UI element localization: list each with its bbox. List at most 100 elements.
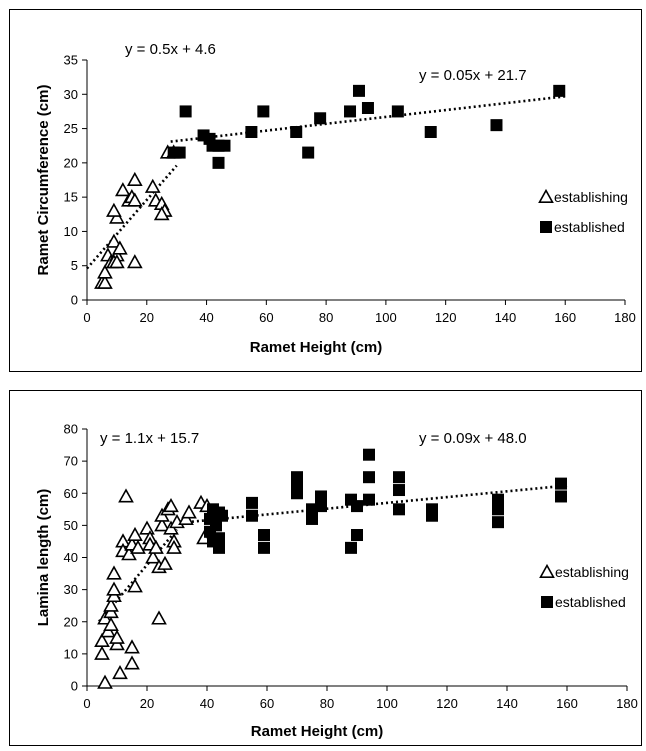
x-tick-label: 40 [200, 696, 214, 711]
data-point-establishing [106, 581, 122, 596]
y-tick-label: 20 [64, 155, 78, 170]
x-tick-label: 40 [199, 310, 213, 325]
y-tick-label: 0 [71, 679, 78, 694]
y-tick-label: 40 [64, 550, 78, 565]
data-point-establishing [139, 520, 155, 535]
data-point-established [315, 500, 327, 513]
data-point-established [424, 126, 437, 138]
data-point-establishing [145, 549, 161, 564]
y-tick-label: 30 [64, 87, 78, 102]
data-point-establishing [106, 233, 122, 248]
data-point-establishing [181, 504, 197, 519]
data-point-established [345, 541, 357, 554]
data-point-established [257, 105, 270, 118]
data-point-established [306, 512, 318, 525]
series-established [204, 448, 567, 554]
y-tick-label: 25 [64, 121, 78, 136]
y-axis-title: Lamina length (cm) [35, 489, 52, 627]
data-point-established [393, 471, 405, 484]
data-point-establishing [97, 274, 113, 289]
data-point-established [426, 509, 438, 522]
chart-panel-circumference: 0 5 10 15 20 25 30 35 0 20 40 60 80 100 120 140 160 180 Ra… [9, 9, 642, 372]
data-point-established [393, 484, 405, 497]
legend-marker-establishing [538, 188, 554, 203]
data-point-establishing [97, 674, 113, 689]
data-point-established [492, 516, 504, 529]
data-point-established [302, 146, 315, 159]
x-tick-label: 100 [375, 310, 397, 325]
y-tick-label: 30 [64, 582, 78, 597]
data-point-establishing [94, 632, 110, 648]
x-tick-label: 20 [140, 310, 154, 325]
y-tick-label: 0 [71, 293, 78, 308]
data-point-establishing [153, 206, 170, 221]
data-point-established [351, 529, 363, 542]
data-point-established [352, 84, 365, 97]
data-point-establishing [103, 597, 119, 612]
data-point-establishing [154, 517, 170, 532]
x-tick-label: 100 [376, 696, 398, 711]
data-point-established [490, 119, 503, 132]
data-point-established [246, 496, 258, 509]
y-tick-label: 10 [64, 224, 78, 239]
data-point-establishing [94, 645, 110, 660]
data-point-establishing [126, 192, 143, 207]
legend-label: established [554, 219, 625, 235]
legend-marker-established [541, 596, 553, 608]
lamina-chart: 0 10 20 30 40 50 60 70 80 0 20 40 60 80 100 120 140 160 18… [35, 422, 638, 741]
x-tick-label: 120 [436, 696, 458, 711]
x-tick-label: 60 [259, 310, 273, 325]
data-point-establishing [127, 578, 143, 593]
data-point-established [179, 105, 192, 118]
data-point-establishing [97, 264, 113, 279]
data-point-established [361, 102, 374, 114]
legend-label: establishing [554, 189, 628, 205]
data-point-establishing [126, 254, 143, 269]
x-tick-label: 160 [556, 696, 578, 711]
data-point-established [492, 503, 504, 516]
legend-marker-establishing [539, 563, 555, 578]
y-tick-label: 80 [64, 422, 78, 437]
data-point-established [210, 519, 222, 532]
x-tick-label: 0 [83, 310, 90, 325]
x-tick-label: 160 [554, 310, 576, 325]
data-point-establishing [112, 240, 128, 255]
data-point-establishing [109, 629, 125, 644]
x-tick-label: 80 [320, 696, 334, 711]
trendline-equation: y = 0.05x + 21.7 [419, 67, 527, 84]
data-point-established [218, 139, 231, 152]
data-point-establishing [118, 488, 134, 503]
data-point-established [553, 84, 566, 97]
trendline-equation: y = 1.1x + 15.7 [100, 430, 199, 447]
data-point-established [258, 541, 270, 554]
data-point-establishing [112, 665, 128, 680]
data-point-established [213, 541, 225, 554]
x-axis-title: Ramet Height (cm) [250, 339, 383, 356]
y-tick-label: 5 [71, 258, 78, 273]
legend-label: establishing [555, 564, 629, 580]
data-point-establishing [115, 182, 131, 197]
data-point-established [314, 112, 327, 125]
data-point-established [363, 471, 375, 484]
trendline-equation: y = 0.09x + 48.0 [419, 430, 527, 447]
x-tick-label: 140 [496, 696, 518, 711]
data-point-establishing [166, 539, 182, 554]
data-point-established [245, 126, 258, 138]
data-point-establishing [130, 539, 146, 554]
data-point-establishing [106, 202, 122, 217]
data-point-established [290, 126, 303, 138]
y-tick-label: 15 [64, 190, 78, 205]
trendline-established [170, 95, 566, 143]
data-point-established [555, 490, 567, 503]
data-point-establishing [109, 254, 125, 269]
series-establishing [94, 488, 215, 689]
data-point-established [291, 477, 303, 490]
data-point-established [173, 146, 186, 159]
series-established [167, 84, 566, 169]
trendline-equation: y = 0.5x + 4.6 [125, 41, 216, 58]
x-tick-label: 180 [616, 696, 638, 711]
data-point-established [393, 503, 405, 516]
y-tick-label: 70 [64, 454, 78, 469]
data-point-establishing [103, 616, 119, 631]
x-tick-label: 0 [83, 696, 90, 711]
